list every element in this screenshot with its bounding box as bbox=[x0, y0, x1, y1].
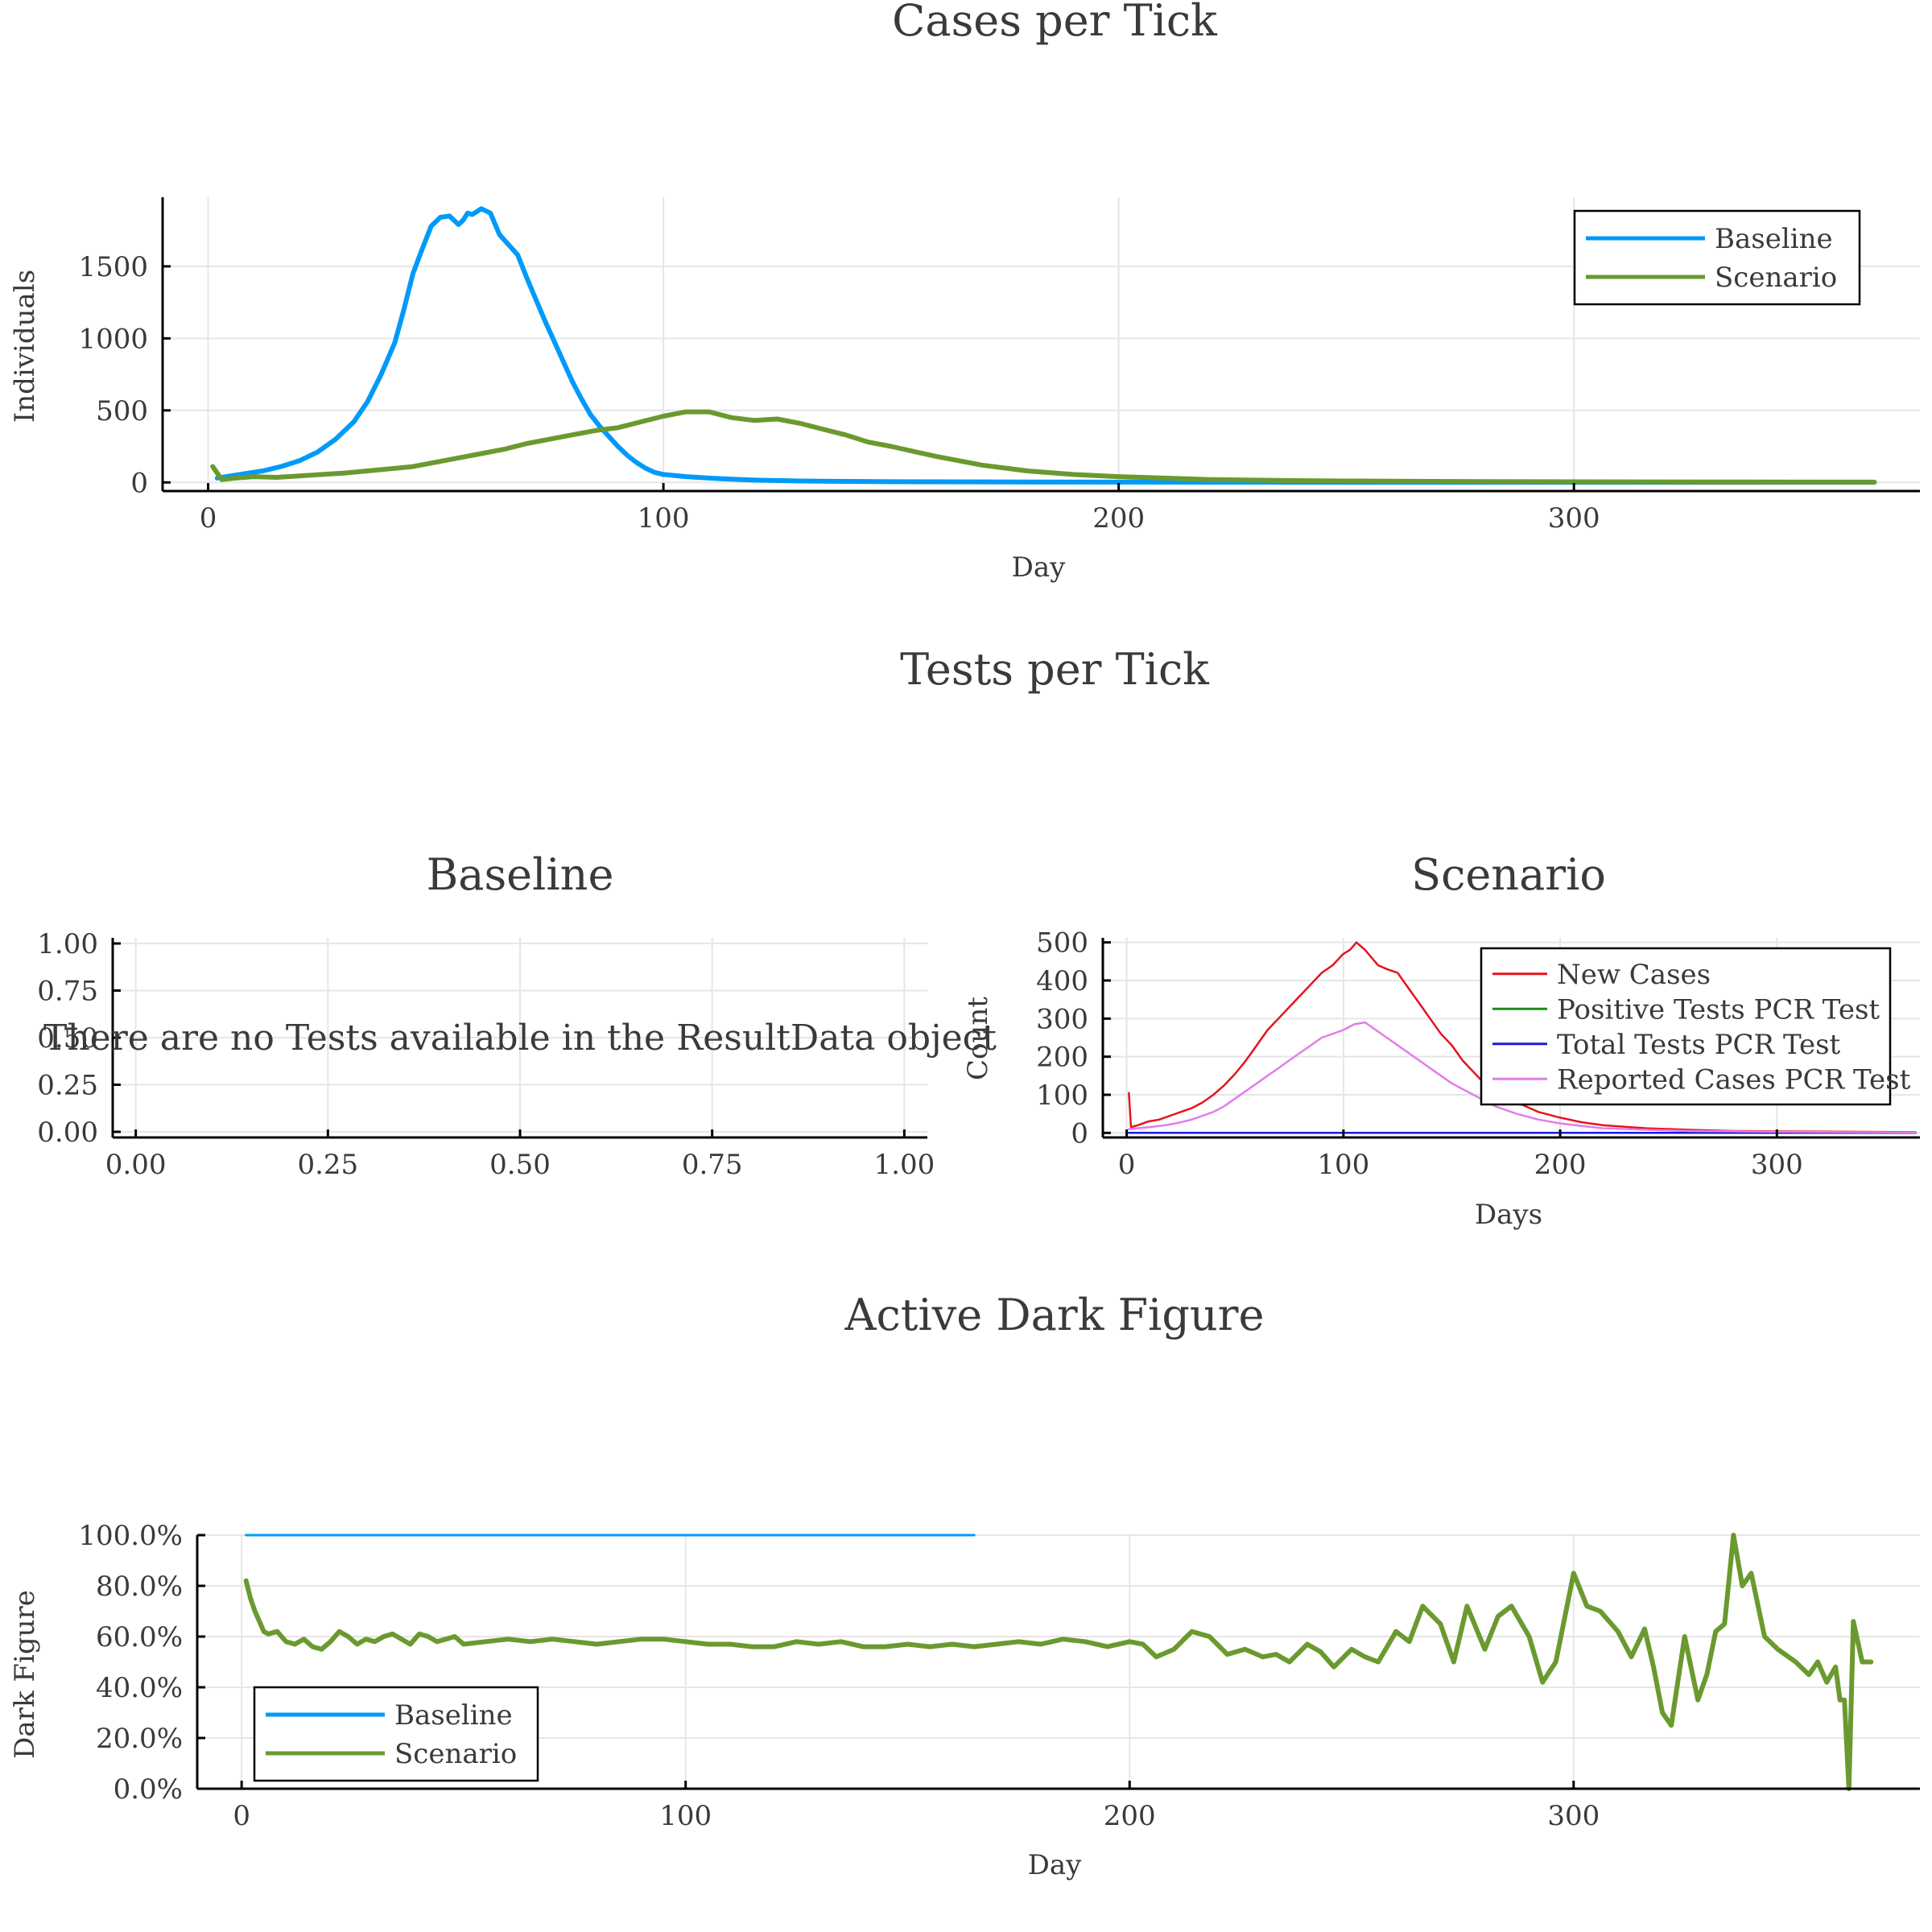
cases-x-tick-label: 300 bbox=[1548, 502, 1600, 535]
tests-baseline-x-tick-label: 0.00 bbox=[105, 1149, 167, 1181]
cases-y-axis-label: Individuals bbox=[9, 270, 41, 423]
dark-figure-y-tick-label: 0.0% bbox=[114, 1773, 183, 1806]
tests-scenario-x-tick-label: 0 bbox=[1118, 1149, 1136, 1181]
dark-figure-y-axis-label: Dark Figure bbox=[9, 1590, 41, 1759]
dark-figure-y-tick-label: 40.0% bbox=[96, 1672, 183, 1704]
cases-y-tick-label: 1000 bbox=[78, 323, 148, 355]
cases-x-tick-label: 0 bbox=[200, 502, 217, 535]
dark-figure-y-tick-label: 20.0% bbox=[96, 1723, 183, 1755]
tests-baseline-y-tick-label: 0.00 bbox=[37, 1117, 98, 1149]
cases-series-scenario bbox=[210, 409, 1877, 485]
tests-scenario-x-tick-label: 100 bbox=[1317, 1149, 1369, 1181]
tests-baseline-x-tick-label: 0.25 bbox=[297, 1149, 358, 1181]
cases-legend-label: Baseline bbox=[1715, 223, 1833, 255]
dark-figure-x-axis-label: Day bbox=[1028, 1849, 1083, 1881]
cases-y-tick-label: 500 bbox=[96, 395, 148, 427]
tests-scenario-series-new-cases bbox=[1128, 941, 1917, 1133]
tests-baseline-x-tick-label: 0.75 bbox=[682, 1149, 743, 1181]
tests-baseline-title: Baseline bbox=[427, 849, 614, 900]
tests-scenario-y-tick-label: 300 bbox=[1036, 1003, 1088, 1035]
cases-series-baseline bbox=[214, 206, 1877, 485]
dark-figure-x-tick-label: 0 bbox=[233, 1800, 250, 1832]
cases-x-tick-label: 100 bbox=[638, 502, 690, 535]
cases-y-tick-label: 1500 bbox=[78, 251, 148, 283]
dark-figure-legend-box bbox=[253, 1686, 539, 1782]
tests-baseline-y-tick-label: 0.50 bbox=[37, 1022, 98, 1055]
no-tests-annotation: There are no Tests available in the Resu… bbox=[43, 1018, 997, 1059]
dark-figure-series-scenario bbox=[243, 1533, 1874, 1791]
tests-baseline-y-tick-label: 1.00 bbox=[37, 928, 98, 960]
cases-legend-label: Scenario bbox=[1715, 262, 1837, 294]
tests-scenario-x-tick-label: 200 bbox=[1534, 1149, 1587, 1181]
cases-chart-title: Cases per Tick bbox=[892, 0, 1218, 46]
tests-scenario-legend-label: Reported Cases PCR Test bbox=[1557, 1063, 1911, 1096]
tests-baseline-x-tick-label: 0.50 bbox=[489, 1149, 551, 1181]
tests-scenario-chart: Scenario 0 100 200 300 0 100 200 300 400 500 New … bbox=[962, 849, 1920, 1231]
dark-figure-chart: Active Dark Figure 0 100 200 300 0.0% 20.0% 40… bbox=[9, 1290, 1920, 1881]
cases-per-tick-chart: Cases per Tick 0 100 200 300 0 500 1000 1500 Ba… bbox=[9, 0, 1920, 584]
dark-figure-title: Active Dark Figure bbox=[844, 1290, 1265, 1340]
cases-x-tick-label: 200 bbox=[1092, 502, 1145, 535]
tests-baseline-x-tick-label: 1.00 bbox=[874, 1149, 935, 1181]
tests-scenario-y-axis-label: Count bbox=[962, 997, 994, 1080]
dark-figure-x-tick-label: 100 bbox=[659, 1800, 712, 1832]
tests-scenario-y-tick-label: 200 bbox=[1036, 1042, 1088, 1074]
dark-figure-y-tick-label: 80.0% bbox=[96, 1571, 183, 1603]
cases-y-tick-label: 0 bbox=[130, 467, 148, 499]
dark-figure-x-tick-label: 300 bbox=[1547, 1800, 1600, 1832]
dark-figure-x-tick-label: 200 bbox=[1104, 1800, 1156, 1832]
cases-x-axis-label: Day bbox=[1012, 551, 1067, 584]
dark-figure-y-tick-label: 100.0% bbox=[78, 1520, 183, 1552]
cases-legend-box bbox=[1573, 209, 1861, 306]
tests-scenario-y-tick-label: 100 bbox=[1036, 1080, 1088, 1112]
tests-section-title: Tests per Tick bbox=[900, 644, 1210, 695]
tests-scenario-x-tick-label: 300 bbox=[1751, 1149, 1803, 1181]
tests-scenario-y-tick-label: 0 bbox=[1071, 1117, 1088, 1150]
tests-scenario-series-reported-cases-pcr-test bbox=[1128, 1021, 1917, 1134]
tests-scenario-legend-label: Total Tests PCR Test bbox=[1557, 1029, 1841, 1061]
dark-figure-legend-label: Scenario bbox=[394, 1738, 517, 1770]
tests-scenario-title: Scenario bbox=[1411, 849, 1606, 900]
tests-scenario-legend-label: New Cases bbox=[1557, 959, 1711, 991]
tests-scenario-y-tick-label: 400 bbox=[1036, 965, 1088, 997]
tests-scenario-x-axis-label: Days bbox=[1475, 1199, 1542, 1231]
tests-scenario-legend-box bbox=[1480, 947, 1892, 1106]
tests-baseline-chart: Baseline 0.00 0.25 0.50 0.75 1.00 0.00 0.25 0.5… bbox=[37, 849, 997, 1181]
tests-scenario-y-tick-label: 500 bbox=[1036, 927, 1088, 960]
tests-scenario-legend-label: Positive Tests PCR Test bbox=[1557, 993, 1880, 1026]
dark-figure-legend-label: Baseline bbox=[394, 1699, 513, 1732]
tests-baseline-y-tick-label: 0.75 bbox=[37, 976, 98, 1008]
dark-figure-y-tick-label: 60.0% bbox=[96, 1621, 183, 1653]
tests-baseline-y-tick-label: 0.25 bbox=[37, 1069, 98, 1101]
